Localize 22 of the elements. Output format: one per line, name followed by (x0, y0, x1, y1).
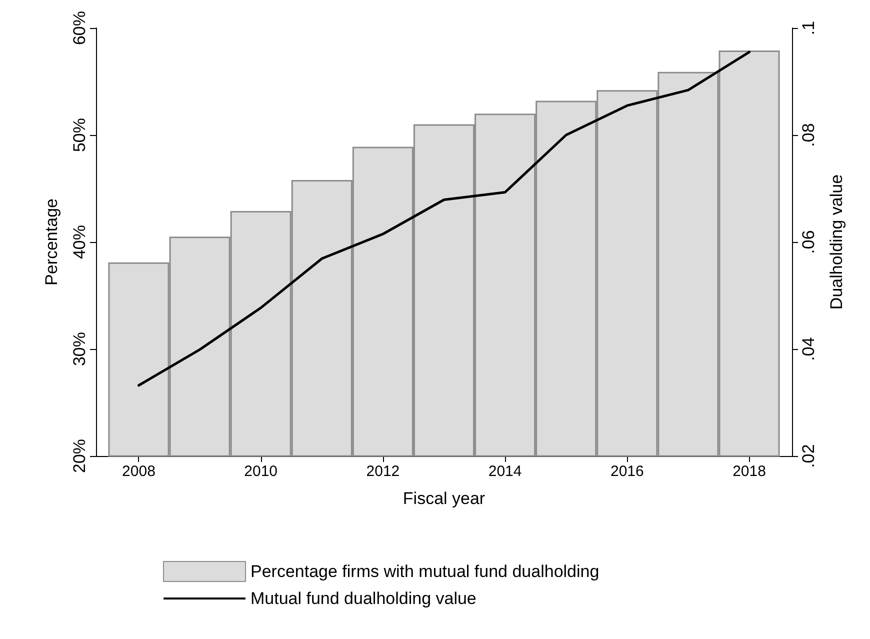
line-series (137, 50, 751, 387)
y2-tick-label: .02 (799, 444, 818, 468)
legend-label: Percentage firms with mutual fund dualholding (250, 562, 600, 581)
y2-axis-title: Dualholding value (827, 174, 846, 310)
x-tick-label: 2014 (488, 463, 522, 480)
y2-tick-label: .04 (799, 337, 818, 361)
y-tick-label: 20% (70, 438, 89, 474)
x-tick-label: 2010 (244, 463, 278, 480)
y2-tick-label: .06 (799, 230, 818, 254)
y-tick-label: 40% (70, 224, 89, 260)
y-tick-label: 60% (70, 10, 89, 46)
x-tick-label: 2018 (732, 463, 766, 480)
y2-tick-label: .1 (799, 20, 818, 36)
legend-label: Mutual fund dualholding value (250, 589, 476, 608)
y-axis-title: Percentage (42, 198, 61, 286)
y2-tick-label: .08 (799, 123, 818, 147)
y-tick-label: 50% (70, 118, 89, 152)
x-tick-label: 2016 (610, 463, 644, 480)
y-tick-label: 30% (70, 332, 89, 366)
x-axis-title: Fiscal year (402, 489, 486, 508)
x-tick-label: 2012 (366, 463, 400, 480)
x-tick-label: 2008 (122, 463, 156, 480)
